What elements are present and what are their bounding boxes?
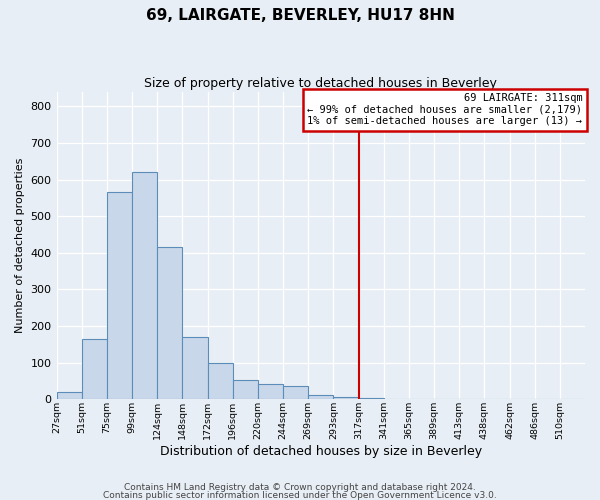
Y-axis label: Number of detached properties: Number of detached properties <box>15 158 25 333</box>
Bar <box>56 392 82 399</box>
Title: Size of property relative to detached houses in Beverley: Size of property relative to detached ho… <box>145 78 497 90</box>
Bar <box>233 380 258 399</box>
Text: Contains public sector information licensed under the Open Government Licence v3: Contains public sector information licen… <box>103 492 497 500</box>
Bar <box>132 172 157 399</box>
Bar <box>107 192 132 399</box>
Text: 69, LAIRGATE, BEVERLEY, HU17 8HN: 69, LAIRGATE, BEVERLEY, HU17 8HN <box>146 8 454 22</box>
Bar <box>283 386 308 399</box>
Bar <box>308 395 334 399</box>
Bar <box>359 398 383 399</box>
X-axis label: Distribution of detached houses by size in Beverley: Distribution of detached houses by size … <box>160 444 482 458</box>
Bar <box>157 248 182 399</box>
Text: Contains HM Land Registry data © Crown copyright and database right 2024.: Contains HM Land Registry data © Crown c… <box>124 483 476 492</box>
Text: 69 LAIRGATE: 311sqm
← 99% of detached houses are smaller (2,179)
1% of semi-deta: 69 LAIRGATE: 311sqm ← 99% of detached ho… <box>307 93 583 126</box>
Bar <box>82 339 107 399</box>
Bar <box>182 337 208 399</box>
Bar <box>258 384 283 399</box>
Bar <box>208 362 233 399</box>
Bar <box>334 396 359 399</box>
